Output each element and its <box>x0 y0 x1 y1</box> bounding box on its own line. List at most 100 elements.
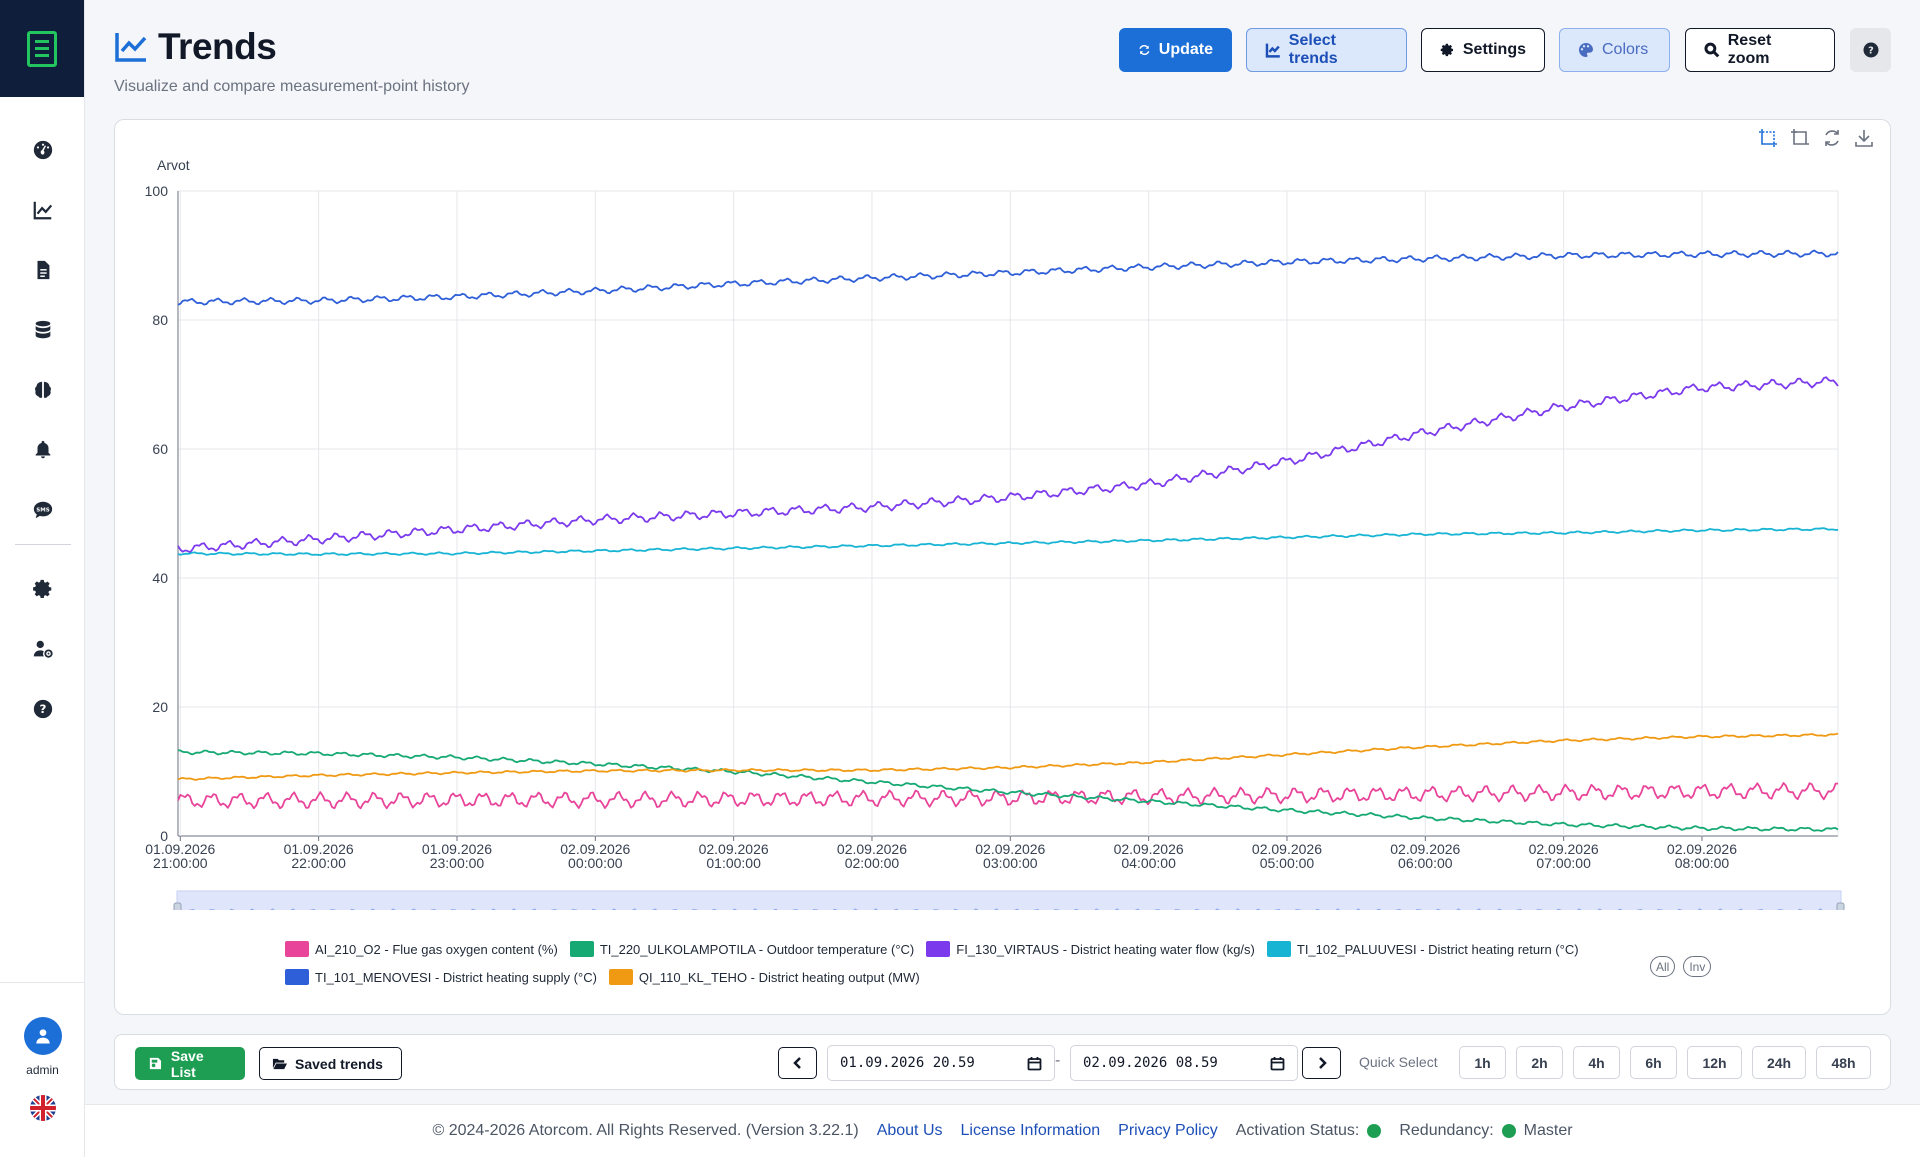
legend-label: AI_210_O2 - Flue gas oxygen content (%) <box>315 941 558 957</box>
quick-select-2h[interactable]: 2h <box>1516 1046 1563 1079</box>
legend-swatch <box>569 941 594 957</box>
redundancy-status-dot <box>1501 1124 1516 1138</box>
end-date-value: 02.09.2026 08.59 <box>1083 1055 1218 1071</box>
legend-label: TI_102_PALUUVESI - District heating retu… <box>1296 941 1579 957</box>
legend-item[interactable]: AI_210_O2 - Flue gas oxygen content (%) <box>285 940 558 958</box>
x-tick-label: 02.09.2026 <box>560 841 630 857</box>
legend-item[interactable]: TI_101_MENOVESI - District heating suppl… <box>285 968 597 986</box>
save-list-label: Save List <box>170 1047 204 1080</box>
reset-zoom-button[interactable]: Reset zoom <box>1685 28 1835 72</box>
database-icon <box>35 320 50 339</box>
redundancy-value: Master <box>1523 1122 1573 1139</box>
series-line <box>177 527 1839 556</box>
series-line <box>177 249 1839 306</box>
x-tick-label: 01.09.2026 <box>284 841 354 857</box>
select-trends-button[interactable]: Select trends <box>1246 28 1407 72</box>
save-icon <box>149 1057 162 1070</box>
sidebar-item-trends[interactable] <box>0 180 85 240</box>
sidebar-item-settings[interactable] <box>0 559 85 619</box>
legend-all-button[interactable]: All <box>1650 956 1676 977</box>
next-range-button[interactable] <box>1302 1047 1341 1079</box>
about-link[interactable]: About Us <box>876 1122 943 1139</box>
quick-select-label: Quick Select <box>1359 1054 1438 1070</box>
quick-select-48h[interactable]: 48h <box>1816 1046 1871 1079</box>
y-axis-label: Arvot <box>157 157 190 173</box>
sidebar-item-sms[interactable]: SMS <box>0 480 85 540</box>
calendar-icon[interactable] <box>1027 1056 1042 1071</box>
app-logo[interactable] <box>0 0 84 97</box>
date-separator: - <box>1055 1052 1061 1069</box>
language-flag-icon[interactable] <box>29 1095 56 1121</box>
legend-item[interactable]: QI_110_KL_TEHO - District heating output… <box>608 968 920 986</box>
question-circle-icon: ? <box>33 699 52 719</box>
chart-line-icon <box>33 201 52 220</box>
x-tick-label: 01.09.2026 <box>145 841 215 857</box>
sidebar-item-database[interactable] <box>0 300 85 360</box>
settings-button[interactable]: Settings <box>1421 28 1545 72</box>
license-link[interactable]: License Information <box>960 1122 1101 1139</box>
settings-label: Settings <box>1462 41 1526 58</box>
legend-invert-button[interactable]: Inv <box>1683 956 1712 977</box>
sidebar-item-alarms[interactable] <box>0 420 85 480</box>
quick-select-6h[interactable]: 6h <box>1630 1046 1677 1079</box>
activation-status-dot <box>1367 1124 1382 1138</box>
x-tick-label: 01:00:00 <box>706 855 761 871</box>
legend-swatch <box>926 941 951 957</box>
chevron-left-icon <box>792 1057 801 1069</box>
sidebar-item-ai[interactable] <box>0 360 85 420</box>
legend-item[interactable]: TI_102_PALUUVESI - District heating retu… <box>1266 940 1579 958</box>
sidebar-item-help[interactable]: ? <box>0 679 85 739</box>
y-tick-label: 0 <box>160 828 168 844</box>
start-date-input[interactable]: 01.09.2026 20.59 <box>827 1045 1055 1081</box>
user-gear-icon <box>33 640 53 658</box>
svg-text:?: ? <box>39 702 46 716</box>
help-button[interactable]: ? <box>1850 28 1891 72</box>
download-icon[interactable] <box>1854 128 1874 148</box>
x-tick-label: 02.09.2026 <box>1114 841 1184 857</box>
sidebar-item-dashboard[interactable] <box>0 120 85 180</box>
user-icon <box>35 1029 50 1044</box>
gauge-icon <box>33 140 52 160</box>
quick-select-24h[interactable]: 24h <box>1752 1046 1806 1079</box>
restore-icon[interactable] <box>1822 128 1842 148</box>
refresh-icon <box>1139 45 1150 55</box>
sidebar-item-users[interactable] <box>0 619 85 679</box>
calendar-icon[interactable] <box>1270 1056 1285 1071</box>
legend-label: TI_220_ULKOLAMPOTILA - Outdoor temperatu… <box>599 941 915 957</box>
datazoom-slider <box>176 890 1842 910</box>
zoom-back-icon[interactable] <box>1790 128 1810 148</box>
privacy-link[interactable]: Privacy Policy <box>1118 1122 1218 1139</box>
select-trends-label: Select trends <box>1288 32 1338 67</box>
svg-text:SMS: SMS <box>36 507 49 513</box>
sidebar-divider <box>14 544 71 545</box>
x-tick-label: 00:00:00 <box>568 855 623 871</box>
x-tick-label: 05:00:00 <box>1260 855 1315 871</box>
trend-chart[interactable]: 02040608010001.09.202621:00:0001.09.2026… <box>115 120 1892 910</box>
legend-item[interactable]: TI_220_ULKOLAMPOTILA - Outdoor temperatu… <box>569 940 915 958</box>
palette-icon <box>1579 43 1593 57</box>
x-tick-label: 03:00:00 <box>983 855 1038 871</box>
sidebar-item-reports[interactable] <box>0 240 85 300</box>
x-tick-label: 08:00:00 <box>1675 855 1730 871</box>
quick-select-4h[interactable]: 4h <box>1573 1046 1620 1079</box>
chart-card: 0 20 40 60 80 100 01.09.2026 21:00:00 01.09.2026… <box>114 119 1891 1015</box>
saved-trends-button[interactable]: Saved trends <box>259 1047 402 1080</box>
avatar[interactable] <box>23 1017 62 1055</box>
quick-select-12h[interactable]: 12h <box>1687 1046 1742 1079</box>
quick-select-1h[interactable]: 1h <box>1459 1046 1506 1079</box>
zoom-select-icon[interactable] <box>1758 128 1778 148</box>
legend-swatch <box>1266 941 1291 957</box>
legend-item[interactable]: FI_130_VIRTAUS - District heating water … <box>926 940 1255 958</box>
save-list-button[interactable]: Save List <box>135 1047 245 1080</box>
colors-button[interactable]: Colors <box>1559 28 1670 72</box>
update-button[interactable]: Update <box>1119 28 1232 72</box>
sidebar-user-area: admin <box>0 982 85 1157</box>
end-date-input[interactable]: 02.09.2026 08.59 <box>1070 1045 1298 1081</box>
copyright-text: © 2024-2026 Atorcom. All Rights Reserved… <box>432 1122 859 1139</box>
legend-swatch <box>285 941 309 957</box>
previous-range-button[interactable] <box>778 1047 817 1079</box>
series-line <box>177 732 1839 781</box>
x-tick-label: 06:00:00 <box>1398 855 1453 871</box>
question-circle-icon: ? <box>1863 42 1878 58</box>
x-tick-label: 21:00:00 <box>153 855 208 871</box>
